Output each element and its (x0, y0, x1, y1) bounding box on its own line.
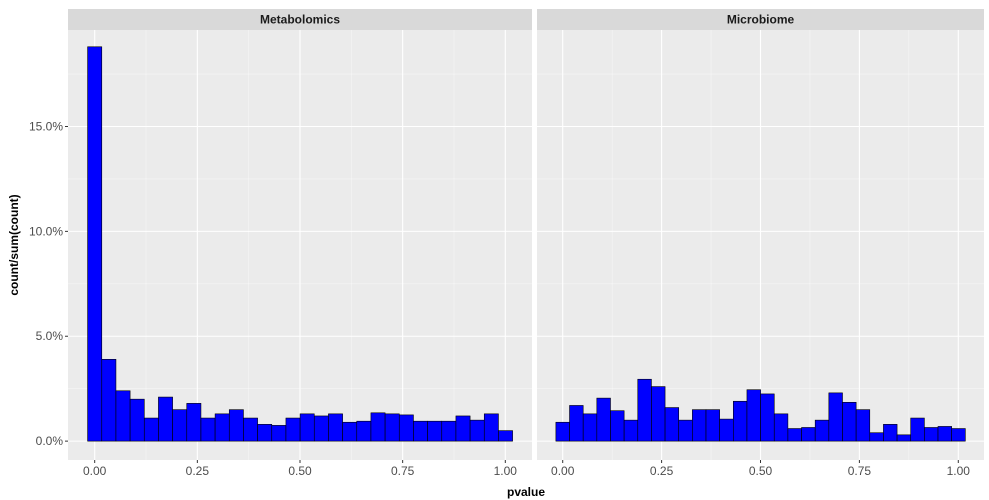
histogram-bar (760, 393, 775, 442)
x-tick-label: 0.25 (186, 464, 210, 478)
histogram-bar (186, 403, 202, 442)
histogram-bar (746, 389, 761, 442)
histogram-bar (678, 419, 693, 442)
histogram-bar (356, 420, 372, 442)
y-tick-label: 15.0% (29, 119, 63, 133)
x-tick-label: 0.00 (83, 464, 107, 478)
histogram-bar (101, 359, 117, 442)
histogram-bar (129, 398, 145, 442)
y-tick-label: 5.0% (36, 329, 64, 343)
histogram-bar (924, 427, 939, 442)
facet-title: Microbiome (727, 13, 795, 27)
histogram-bar (555, 421, 570, 442)
histogram-bar (596, 397, 611, 442)
histogram-bar (869, 432, 884, 442)
histogram-bar (582, 413, 598, 442)
histogram-bar (285, 417, 301, 442)
histogram-bar (814, 419, 830, 442)
histogram-bar (158, 396, 173, 442)
histogram-bar (257, 424, 273, 442)
histogram-bar (664, 407, 680, 442)
histogram-bar (115, 390, 131, 442)
histogram-bar (384, 413, 400, 442)
x-tick-label: 0.50 (288, 464, 312, 478)
histogram-bar (937, 426, 952, 442)
histogram-bar (719, 418, 734, 442)
histogram-bar (342, 421, 358, 442)
histogram-bar (610, 410, 625, 442)
histogram-bar (773, 413, 789, 442)
histogram-bar (951, 428, 966, 442)
histogram-bar (910, 417, 925, 442)
histogram-bar (637, 378, 652, 442)
histogram-bar (569, 405, 584, 442)
histogram-bar (427, 420, 443, 442)
histogram-bar (299, 413, 315, 442)
facet-title: Metabolomics (260, 13, 340, 27)
histogram-bar (842, 402, 857, 442)
y-tick-label: 0.0% (36, 434, 64, 448)
histogram-bar (243, 417, 258, 442)
histogram-bar (271, 425, 287, 442)
histogram-bar (328, 413, 343, 442)
histogram-bar (370, 412, 386, 442)
histogram-bar (200, 417, 216, 442)
x-tick-label: 0.75 (391, 464, 415, 478)
histogram-bar (828, 392, 843, 442)
histogram-bar (398, 414, 414, 442)
histogram-bar (87, 46, 103, 442)
histogram-bar (692, 409, 707, 442)
histogram-bar (705, 409, 720, 442)
facet-strip (537, 9, 984, 30)
x-tick-label: 1.00 (494, 464, 518, 478)
histogram-bar (143, 417, 159, 442)
histogram-bar (498, 430, 513, 442)
x-tick-label: 0.00 (551, 464, 575, 478)
histogram-bar (651, 386, 666, 442)
histogram-bar (855, 409, 871, 442)
histogram-bar (623, 419, 639, 442)
histogram-bar (214, 413, 230, 442)
x-tick-label: 0.50 (749, 464, 773, 478)
x-tick-label: 0.25 (650, 464, 674, 478)
x-axis-title: pvalue (507, 485, 545, 499)
y-tick-label: 10.0% (29, 224, 63, 238)
histogram-bar (228, 409, 244, 442)
x-tick-label: 0.75 (848, 464, 872, 478)
histogram-bar (469, 419, 485, 442)
histogram-bar (441, 420, 457, 442)
histogram-bar (413, 420, 428, 442)
histogram-bar (455, 415, 471, 442)
histogram-bar (883, 424, 898, 442)
histogram-bar (313, 415, 329, 442)
facet-strip (68, 9, 532, 30)
histogram-bar (896, 434, 912, 442)
histogram-bar (733, 400, 748, 442)
histogram-bar (483, 413, 499, 442)
x-tick-label: 1.00 (947, 464, 971, 478)
histogram-bar (787, 428, 802, 442)
histogram-bar (801, 427, 816, 442)
histogram-bar (172, 409, 188, 442)
y-axis-title: count/sum(count) (7, 194, 21, 295)
